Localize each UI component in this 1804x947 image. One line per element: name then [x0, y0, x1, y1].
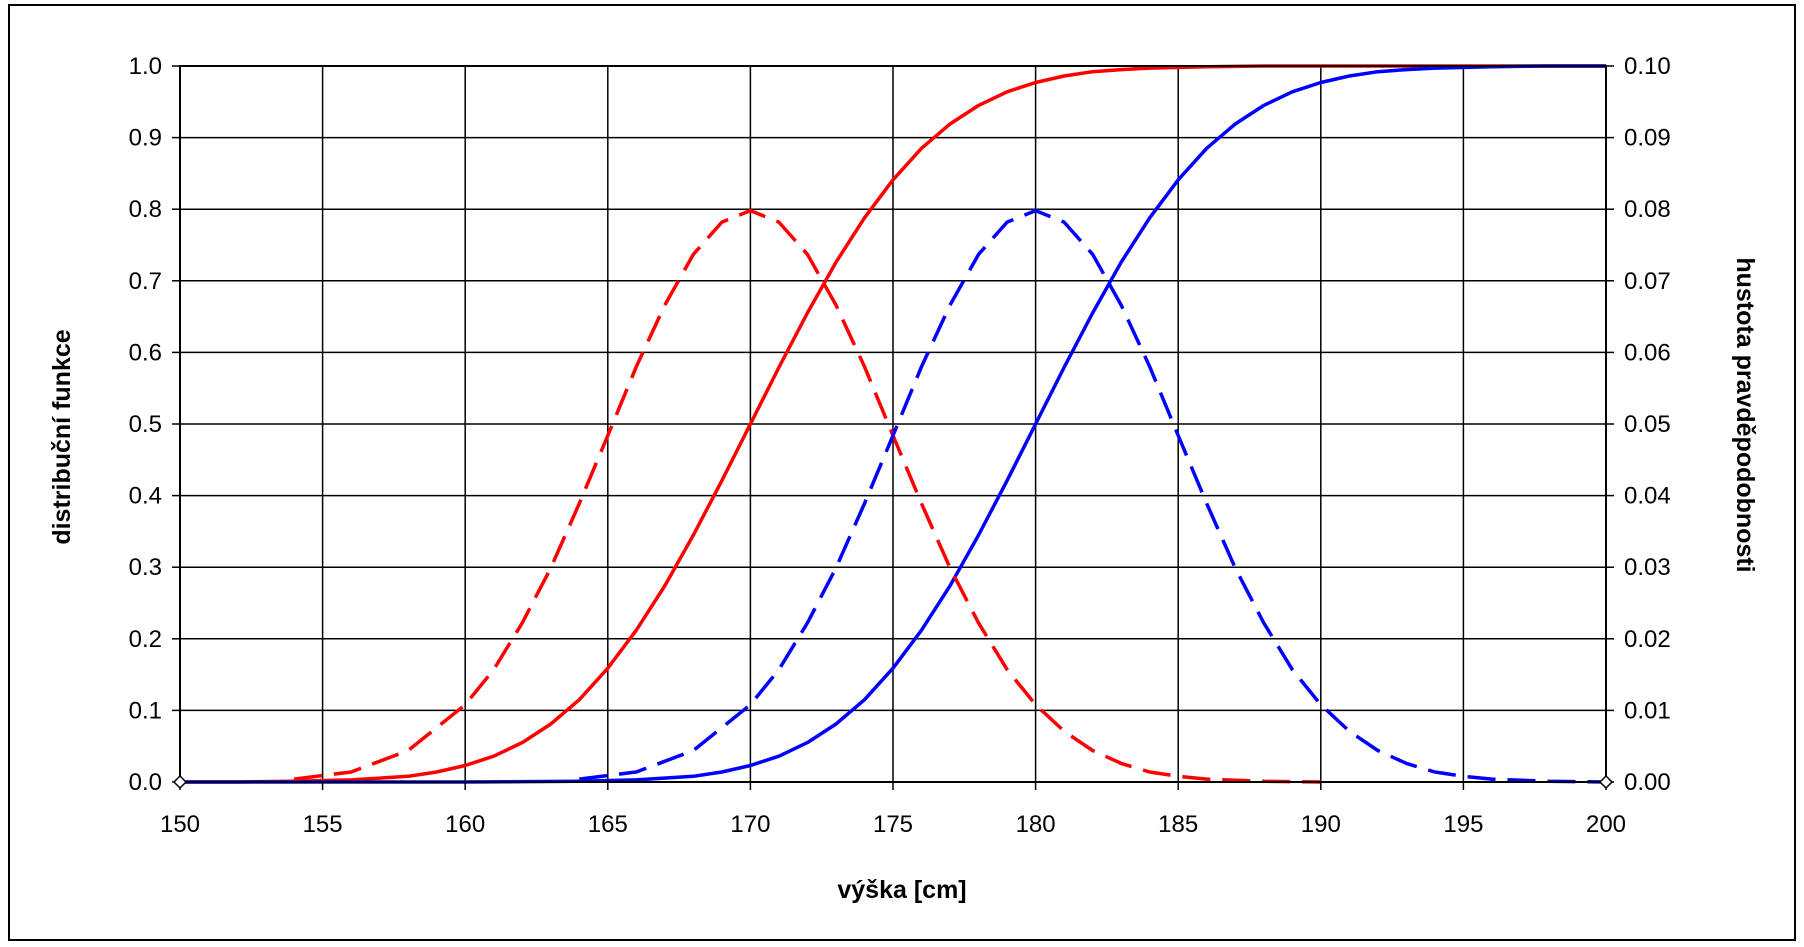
y2-tick-label: 0.05: [1624, 411, 1671, 438]
x-tick-label: 190: [1301, 811, 1341, 838]
y-tick-label: 0.8: [129, 196, 162, 223]
tick-labels: 150 155 160 165 170 175 180 185 190 195 200 0.0 0.00…: [129, 53, 1671, 838]
density-line-red: [293, 208, 1321, 784]
axis-origin-marker: [172, 774, 188, 790]
series-layer: [180, 64, 1607, 784]
x-tick-label: 155: [303, 811, 343, 838]
y2-tick-label: 0.06: [1624, 339, 1671, 366]
y-tick-label: 0.7: [129, 268, 162, 295]
x-tick-label: 165: [588, 811, 628, 838]
y-tick-label: 1.0: [129, 53, 162, 80]
y-tick-label: 0.6: [129, 339, 162, 366]
y2-tick-label: 0.02: [1624, 626, 1671, 653]
y-tick-label: 0.5: [129, 411, 162, 438]
x-tick-label: 150: [160, 811, 200, 838]
cdf-line-blue: [180, 64, 1606, 784]
y-tick-label: 0.2: [129, 626, 162, 653]
y2-tick-label: 0.07: [1624, 268, 1671, 295]
y-tick-label: 0.1: [129, 697, 162, 724]
y2-tick-label: 0.08: [1624, 196, 1671, 223]
y2-tick-label: 0.03: [1624, 554, 1671, 581]
axis-origin-marker: [1598, 774, 1614, 790]
x-tick-label: 185: [1158, 811, 1198, 838]
y2-tick-label: 0.00: [1624, 769, 1671, 796]
grid: [179, 65, 1607, 783]
x-tick-label: 200: [1586, 811, 1626, 838]
y-tick-label: 0.3: [129, 554, 162, 581]
x-tick-label: 180: [1016, 811, 1056, 838]
x-tick-label: 160: [445, 811, 485, 838]
y2-tick-label: 0.04: [1624, 483, 1671, 510]
y-tick-label: 0.9: [129, 125, 162, 152]
axes: [172, 65, 1614, 790]
y2-tick-label: 0.01: [1624, 697, 1671, 724]
x-axis-title: výška [cm]: [837, 876, 966, 904]
x-tick-label: 175: [873, 811, 913, 838]
cdf-line-red: [180, 64, 1606, 784]
y2-tick-label: 0.09: [1624, 125, 1671, 152]
y-tick-label: 0.4: [129, 483, 162, 510]
y-tick-label: 0.0: [129, 769, 162, 796]
chart-frame: [8, 4, 1796, 941]
y2-axis-title: hustota pravděpodobnosti: [1731, 257, 1759, 572]
y2-tick-label: 0.10: [1624, 53, 1671, 80]
x-tick-label: 195: [1443, 811, 1483, 838]
y-axis-title: distribuční funkce: [48, 329, 76, 544]
x-tick-label: 170: [730, 811, 770, 838]
density-line-blue: [579, 208, 1607, 784]
